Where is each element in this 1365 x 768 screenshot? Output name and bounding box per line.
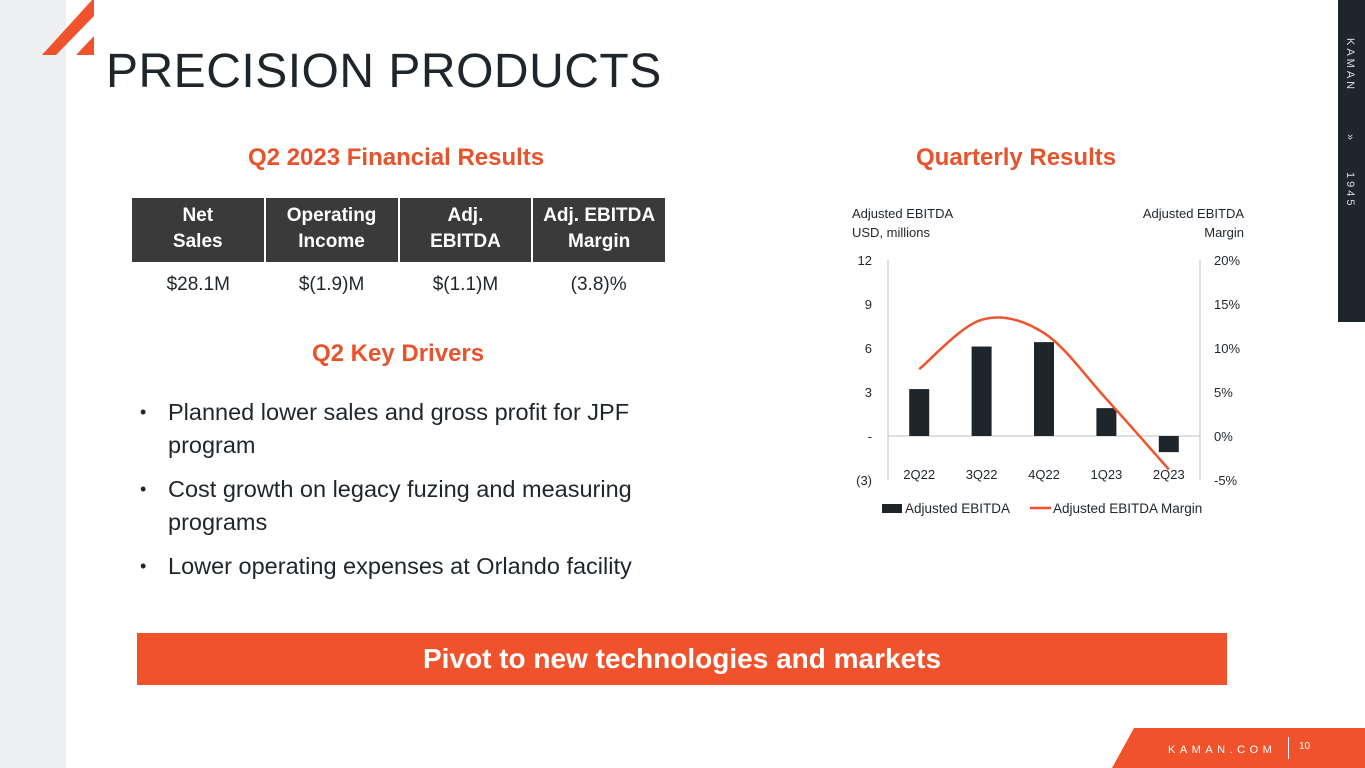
left-axis-tick-label: 6 [865,341,872,356]
left-axis-label-line2: USD, millions [852,225,931,240]
bullet-icon: • [140,402,147,422]
legend-label-adjusted-ebitda-margin: Adjusted EBITDA Margin [1053,501,1202,516]
financial-results-heading: Q2 2023 Financial Results [248,144,545,171]
brand-tab-name: KAMAN [1344,38,1356,93]
bar-adjusted-ebitda [971,346,992,436]
x-axis-tick-label: 3Q22 [966,467,998,482]
left-axis-tick-label: 9 [865,297,872,312]
bar-adjusted-ebitda [1158,436,1179,453]
page-number: 10 [1299,741,1311,752]
legend-swatch-adjusted-ebitda [882,504,902,513]
left-axis-tick-label: - [868,429,872,444]
x-axis-tick-label: 2Q22 [903,467,935,482]
chart-legend: Adjusted EBITDA Adjusted EBITDA Margin [882,501,1202,516]
page-title: PRECISION PRODUCTS [106,45,662,98]
header-adj-ebitda: Adj. EBITDA [397,198,533,261]
list-item: • Lower operating expenses at Orlando fac… [140,550,700,583]
brand-side-tab: KAMAN » 1945 [1338,0,1365,322]
table-row: $28.1M $(1.9)M $(1.1)M (3.8)% [132,260,665,308]
bullet-icon: • [140,556,147,576]
left-margin-bar [0,0,66,768]
right-axis-tick-label: 0% [1214,429,1233,444]
right-axis-label-line1: Adjusted EBITDA [1143,206,1244,221]
value-adj-ebitda: $(1.1)M [398,260,533,308]
table-header-row: Net Sales Operating Income Adj. EBITDA Adj.… [132,198,665,261]
line-adjusted-ebitda-margin [918,316,1170,471]
x-axis-tick-label: 4Q22 [1028,467,1060,482]
value-operating-income: $(1.9)M [264,260,399,308]
right-axis-tick-label: 15% [1214,297,1240,312]
bar-adjusted-ebitda [909,389,930,436]
kaman-logo-icon [42,0,94,55]
header-operating-income: Operating Income [263,198,399,261]
footer-band [1112,728,1365,768]
list-item: • Cost growth on legacy fuzing and measur… [140,473,700,539]
footer-website: KAMAN.COM [1168,744,1277,756]
x-axis-tick-label: 2Q23 [1153,467,1185,482]
brand-tab-year: 1945 [1344,172,1356,209]
list-item: • Planned lower sales and gross profit fo… [140,396,700,462]
legend-label-adjusted-ebitda: Adjusted EBITDA [905,501,1010,516]
pivot-banner: Pivot to new technologies and markets [137,633,1227,685]
right-axis-tick-label: -5% [1214,473,1238,488]
left-axis-tick-label: (3) [856,473,872,488]
header-adj-ebitda-margin: Adj. EBITDA Margin [531,198,665,261]
financial-results-table: Net Sales Operating Income Adj. EBITDA Adj.… [132,198,665,308]
right-axis-tick-label: 20% [1214,253,1240,268]
footer-divider [1288,737,1289,759]
right-axis-tick-label: 5% [1214,385,1233,400]
key-drivers-list: • Planned lower sales and gross profit fo… [140,396,700,594]
bullet-icon: • [140,479,147,499]
chart-title: Quarterly Results [916,144,1117,171]
value-adj-ebitda-margin: (3.8)% [532,260,665,308]
key-drivers-heading: Q2 Key Drivers [312,340,485,367]
left-axis-tick-label: 3 [865,385,872,400]
right-axis-tick-label: 10% [1214,341,1240,356]
right-axis-label-line2: Margin [1204,225,1244,240]
header-net-sales: Net Sales [132,198,265,261]
left-axis-label-line1: Adjusted EBITDA [852,206,953,221]
brand-tab-arrows: » [1344,134,1356,144]
quarterly-results-chart: Adjusted EBITDA USD, millions Adjusted E… [852,206,1244,516]
value-net-sales: $28.1M [132,260,265,308]
left-axis-tick-label: 12 [858,253,872,268]
bar-adjusted-ebitda [1096,408,1117,436]
x-axis-tick-label: 1Q23 [1090,467,1122,482]
bar-adjusted-ebitda [1034,342,1054,436]
